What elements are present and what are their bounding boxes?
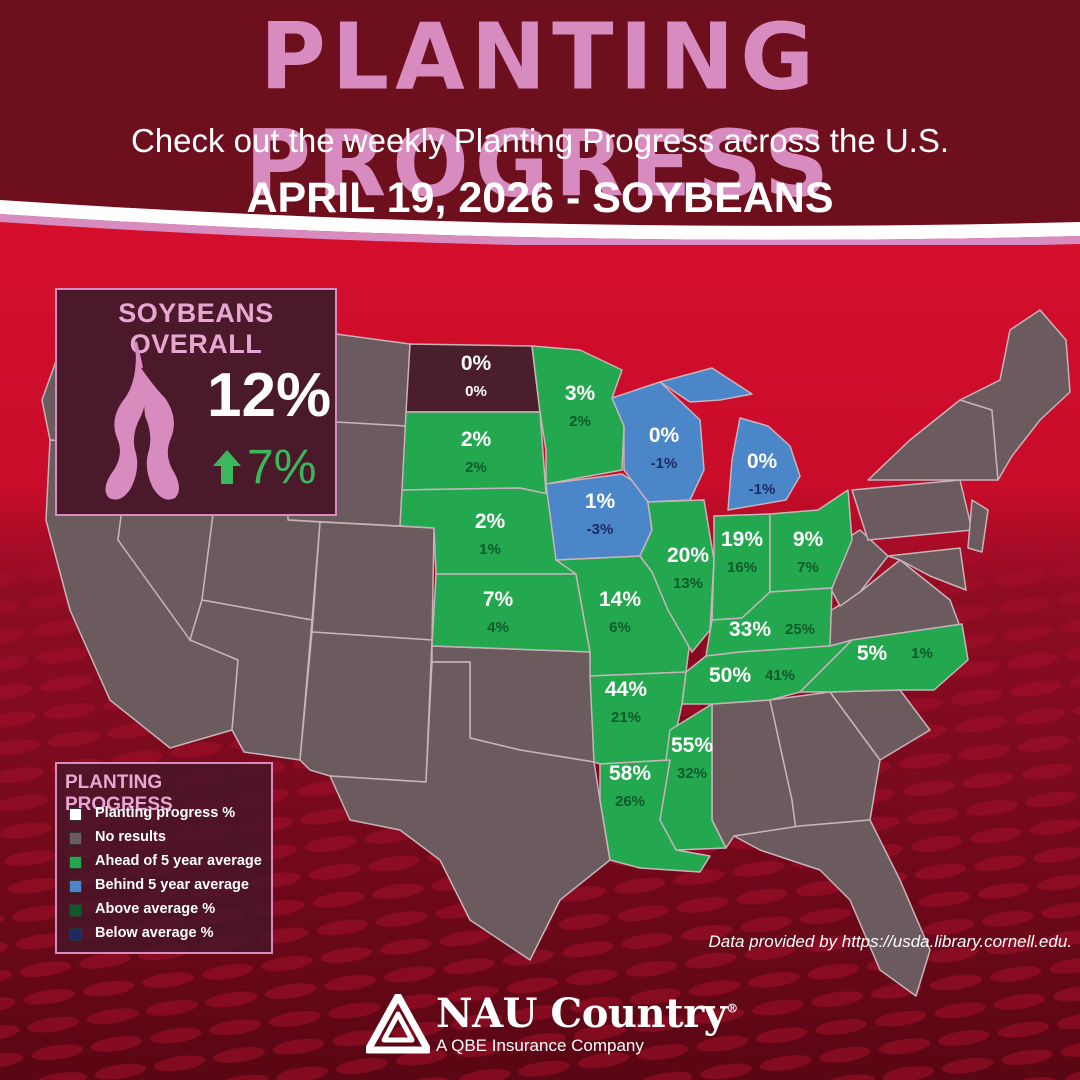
state-progress-label: 2% — [475, 510, 506, 533]
state-CO — [311, 521, 435, 641]
legend-item: Ahead of 5 year average — [69, 852, 269, 872]
state-vs-average-label: -3% — [587, 521, 614, 538]
legend-item: Above average % — [69, 900, 269, 920]
legend-swatch — [69, 832, 82, 845]
legend: PLANTING PROGRESS Planting progress % No … — [55, 762, 273, 954]
state-PA — [851, 479, 973, 541]
legend-label: Behind 5 year average — [95, 877, 249, 893]
state-progress-label: 44% — [605, 678, 647, 701]
legend-label: No results — [95, 829, 166, 845]
page-subtitle: Check out the weekly Planting Progress a… — [130, 122, 950, 159]
state-FL — [733, 819, 931, 997]
logo-name-text: NAU Country — [436, 990, 727, 1037]
state-vs-average-label: 16% — [727, 559, 757, 576]
state-NY — [867, 399, 999, 481]
state-TX — [329, 661, 611, 961]
state-SD[interactable] — [401, 411, 547, 495]
legend-title: PLANTING PROGRESS — [65, 772, 173, 815]
state-progress-label: 7% — [483, 588, 514, 611]
state-progress-label: 3% — [565, 382, 596, 405]
legend-label: Below average % — [95, 925, 214, 941]
legend-item: Planting progress % — [69, 804, 269, 824]
soybean-pod-icon — [105, 341, 179, 500]
state-progress-label: 19% — [721, 528, 763, 551]
state-KS[interactable] — [431, 573, 591, 653]
legend-item: Below average % — [69, 924, 269, 944]
page-title: PLANTING PROGRESS — [244, 3, 836, 219]
state-NC[interactable] — [799, 623, 969, 693]
state-progress-label: 50% — [709, 664, 751, 687]
overall-heading: SOYBEANS OVERALL — [118, 298, 274, 359]
logo-name: NAU Country® — [436, 990, 738, 1037]
legend-swatch — [69, 856, 82, 869]
state-vs-average-label: 1% — [911, 645, 933, 662]
state-progress-label: 33% — [729, 618, 771, 641]
state-NE-region — [959, 309, 1071, 481]
legend-item: Behind 5 year average — [69, 876, 269, 896]
state-progress-label: 20% — [667, 544, 709, 567]
state-vs-average-label: 4% — [487, 619, 509, 636]
state-vs-average-label: 13% — [673, 575, 703, 592]
state-progress-label: 0% — [649, 424, 680, 447]
state-vs-average-label: 32% — [677, 765, 707, 782]
state-vs-average-label: 7% — [797, 559, 819, 576]
data-source: Data provided by https://usda.library.co… — [708, 932, 1073, 951]
state-vs-average-label: 1% — [479, 541, 501, 558]
state-progress-label: 1% — [585, 490, 616, 513]
report-date: APRIL 19, 2026 - SOYBEANS — [246, 174, 834, 222]
state-vs-average-label: -1% — [749, 481, 776, 498]
state-LA[interactable] — [599, 759, 711, 873]
state-progress-label: 58% — [609, 762, 651, 785]
state-MI-up[interactable] — [659, 367, 753, 403]
arrow-up-icon — [213, 450, 241, 484]
header-banner — [0, 0, 1080, 245]
nau-country-logo-icon — [366, 994, 430, 1054]
state-vs-average-label: -1% — [651, 455, 678, 472]
legend-label: Planting progress % — [95, 805, 236, 821]
state-progress-label: 0% — [461, 352, 492, 375]
state-progress-label: 55% — [671, 734, 713, 757]
legend-swatch — [69, 808, 82, 821]
state-vs-average-label: 2% — [569, 413, 591, 430]
overall-progress-value: 12% — [207, 361, 332, 430]
state-MI[interactable] — [727, 417, 801, 511]
legend-swatch — [69, 904, 82, 917]
state-vs-average-label: 0% — [465, 383, 487, 400]
state-MD — [887, 547, 967, 591]
state-vs-average-label: 41% — [765, 667, 795, 684]
state-AZ — [189, 599, 313, 761]
state-vs-average-label: 6% — [609, 619, 631, 636]
logo-tagline: A QBE Insurance Company — [436, 1036, 644, 1055]
state-NM — [299, 631, 433, 783]
state-progress-label: 5% — [857, 642, 888, 665]
legend-item: No results — [69, 828, 269, 848]
legend-swatch — [69, 880, 82, 893]
state-progress-label: 2% — [461, 428, 492, 451]
overall-change-value: 7% — [247, 441, 317, 494]
state-IL[interactable] — [639, 499, 715, 653]
state-vs-average-label: 26% — [615, 793, 645, 810]
state-progress-label: 9% — [793, 528, 824, 551]
state-NJ — [967, 499, 989, 553]
state-vs-average-label: 21% — [611, 709, 641, 726]
state-vs-average-label: 2% — [465, 459, 487, 476]
soybeans-overall-panel: SOYBEANS OVERALL 12% 7% — [55, 288, 337, 516]
state-MN[interactable] — [531, 345, 625, 485]
state-progress-label: 14% — [599, 588, 641, 611]
state-progress-label: 0% — [747, 450, 778, 473]
logo-registered-mark: ® — [726, 1001, 738, 1016]
legend-swatch — [69, 928, 82, 941]
legend-label: Ahead of 5 year average — [95, 853, 262, 869]
legend-label: Above average % — [95, 901, 216, 917]
state-vs-average-label: 25% — [785, 621, 815, 638]
